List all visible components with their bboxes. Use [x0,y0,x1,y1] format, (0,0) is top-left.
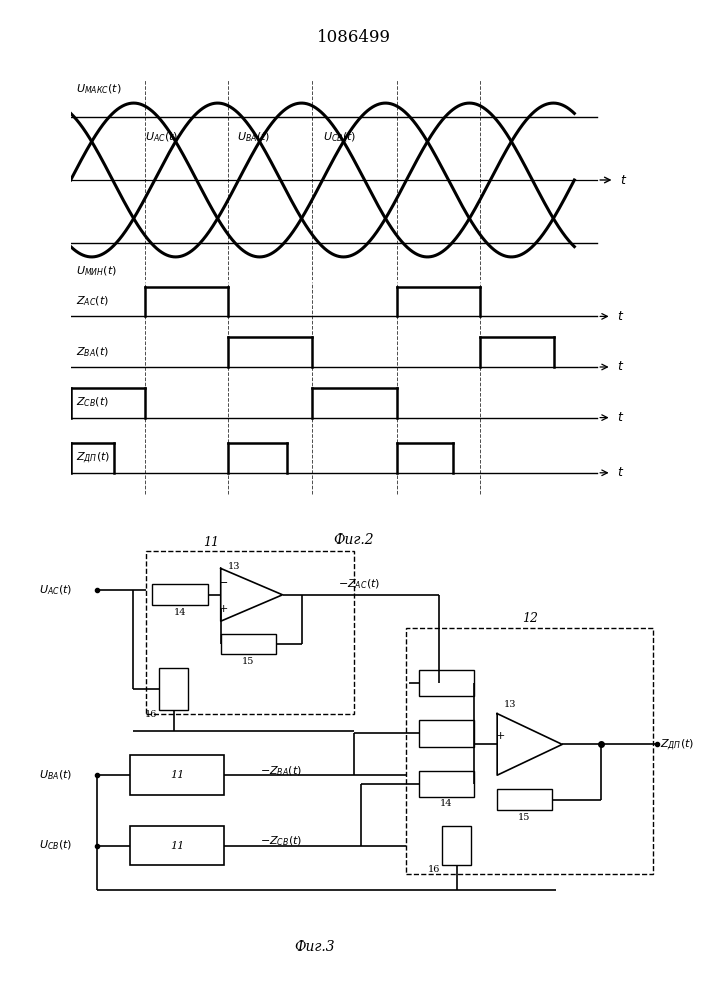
Text: 13: 13 [228,562,240,571]
Text: 16: 16 [428,865,440,874]
Text: 14: 14 [440,799,452,808]
Bar [419,720,474,747]
Bar [497,789,552,810]
Bar [129,755,224,795]
Text: Фиг.3: Фиг.3 [295,940,335,954]
Text: 15: 15 [518,812,531,822]
Bar [159,668,188,710]
Bar [221,634,276,654]
Text: 11: 11 [203,536,219,548]
Text: 15: 15 [242,657,255,666]
Text: $Z_{BA}(t)$: $Z_{BA}(t)$ [76,345,110,359]
Text: $U_{BA}(t)$: $U_{BA}(t)$ [39,768,72,782]
Bar [129,826,224,865]
Text: 14: 14 [173,608,186,617]
Text: $U_{CB}(t)$: $U_{CB}(t)$ [39,839,72,852]
Text: $t$: $t$ [617,411,624,424]
Bar [153,584,208,605]
Bar [419,771,474,797]
Bar [442,826,471,865]
Text: $Z_{ДП}(t)$: $Z_{ДП}(t)$ [76,451,111,465]
Text: 1086499: 1086499 [317,29,390,46]
Text: $t$: $t$ [617,466,624,479]
Text: $U_{AC}(t)$: $U_{AC}(t)$ [145,131,178,144]
Text: $+$: $+$ [218,603,228,614]
Bar [419,670,474,696]
Text: 11: 11 [170,770,185,780]
Text: $+$: $+$ [496,730,506,741]
Text: $Z_{ДП}(t)$: $Z_{ДП}(t)$ [660,737,694,752]
Text: 13: 13 [504,700,516,709]
Text: $-Z_{AC}(t)$: $-Z_{AC}(t)$ [338,577,380,591]
Text: $Z_{CB}(t)$: $Z_{CB}(t)$ [76,396,110,409]
Text: $-Z_{CB}(t)$: $-Z_{CB}(t)$ [259,834,302,848]
Text: Фиг.2: Фиг.2 [333,533,373,547]
Bar [406,628,653,874]
Text: 11: 11 [170,841,185,851]
Text: $U_{МАКС}(t)$: $U_{МАКС}(t)$ [76,82,122,96]
Text: $t$: $t$ [617,310,624,323]
Text: 16: 16 [145,710,158,719]
Text: 12: 12 [522,612,538,626]
Text: $U_{AC}(t)$: $U_{AC}(t)$ [39,584,72,597]
Text: $t$: $t$ [620,174,627,186]
Text: $-Z_{BA}(t)$: $-Z_{BA}(t)$ [259,764,302,778]
Text: $U_{BA}(t)$: $U_{BA}(t)$ [237,131,270,144]
Text: $U_{МИН}(t)$: $U_{МИН}(t)$ [76,264,117,278]
Bar [146,551,354,714]
Text: $t$: $t$ [617,360,624,373]
Text: $U_{CB}(t)$: $U_{CB}(t)$ [322,131,356,144]
Text: $Z_{AC}(t)$: $Z_{AC}(t)$ [76,295,110,308]
Text: $-$: $-$ [218,576,228,586]
